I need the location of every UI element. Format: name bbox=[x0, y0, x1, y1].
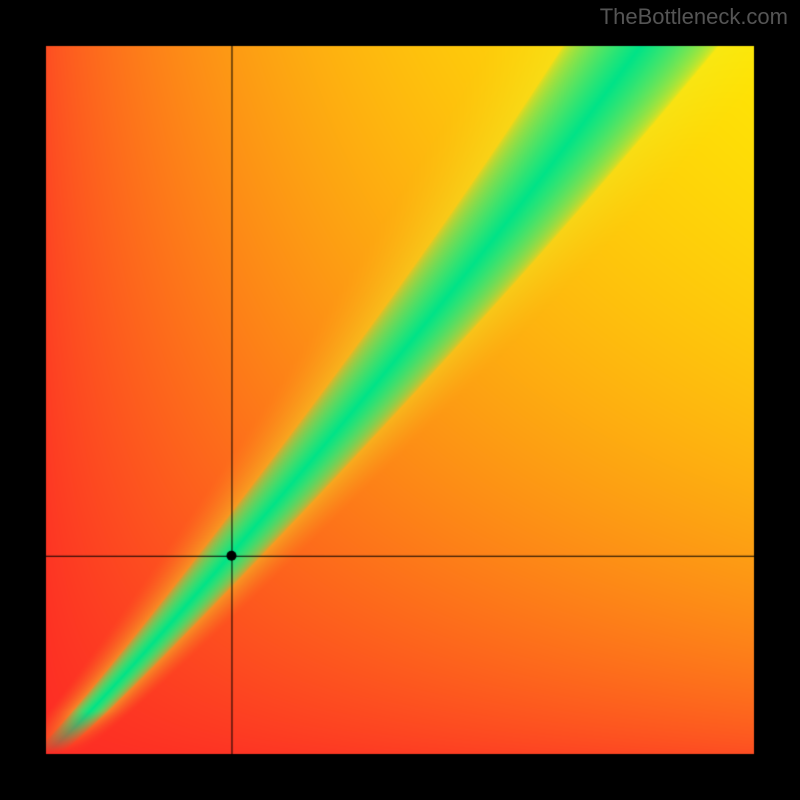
watermark-text: TheBottleneck.com bbox=[600, 4, 788, 30]
chart-container: TheBottleneck.com bbox=[0, 0, 800, 800]
heatmap-canvas bbox=[0, 0, 800, 800]
